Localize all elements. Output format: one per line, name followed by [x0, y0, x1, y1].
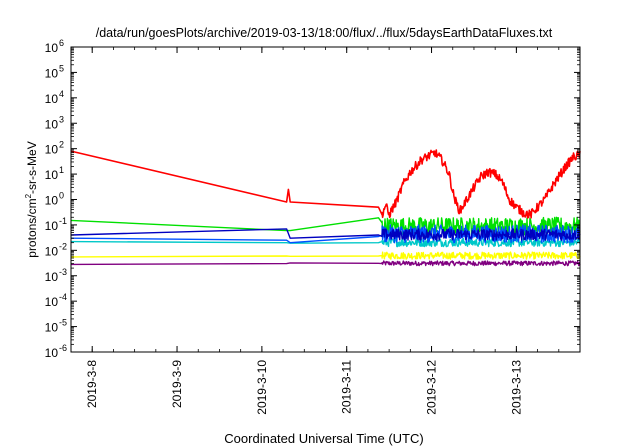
chart-title: /data/run/goesPlots/archive/2019-03-13/1… — [96, 26, 553, 40]
y-tick-label: 10 — [45, 244, 59, 258]
y-tick-exponent: -5 — [59, 318, 67, 328]
x-tick-label: 2019-3-10 — [255, 360, 269, 415]
y-tick-label: 10 — [45, 66, 59, 80]
y-tick-label: 10 — [45, 346, 59, 360]
y-axis-label-text: protons/cm2-sr-s-MeV — [24, 141, 39, 257]
y-tick-label: 10 — [45, 117, 59, 131]
plot-frame — [70, 46, 581, 353]
x-tick-label: 2019-3-12 — [425, 360, 439, 415]
x-tick-label: 2019-3-8 — [85, 360, 99, 408]
y-tick-exponent: 0 — [59, 191, 64, 201]
y-axis-label: protons/cm2-sr-s-MeV — [24, 141, 39, 257]
x-tick-label: 2019-3-9 — [170, 360, 184, 408]
y-tick-label: 10 — [45, 41, 59, 55]
y-tick-label: 10 — [45, 168, 59, 182]
series-line-1 — [70, 251, 581, 260]
series-line-0 — [70, 260, 581, 267]
series-layer — [70, 149, 581, 267]
series-line-6 — [70, 149, 581, 219]
y-tick-label: 10 — [45, 295, 59, 309]
series-line-5 — [70, 228, 581, 241]
y-tick-label: 10 — [45, 321, 59, 335]
y-tick-exponent: -2 — [59, 241, 67, 251]
y-tick-exponent: 5 — [59, 63, 64, 73]
x-tick-label: 2019-3-13 — [509, 360, 523, 415]
y-tick-exponent: -3 — [59, 267, 67, 277]
y-tick-exponent: -6 — [59, 343, 67, 353]
y-tick-exponent: 4 — [59, 89, 64, 99]
x-axis-label: Coordinated Universal Time (UTC) — [224, 431, 423, 446]
y-tick-exponent: 6 — [59, 38, 64, 48]
y-tick-exponent: 2 — [59, 140, 64, 150]
y-tick-label: 10 — [45, 194, 59, 208]
y-tick-label: 10 — [45, 270, 59, 284]
series-line-2 — [70, 237, 581, 248]
y-tick-exponent: -1 — [59, 216, 67, 226]
y-tick-label: 10 — [45, 92, 59, 106]
y-tick-label: 10 — [45, 219, 59, 233]
x-tick-label: 2019-3-11 — [340, 360, 354, 414]
y-tick-exponent: 3 — [59, 114, 64, 124]
y-tick-exponent: -4 — [59, 292, 67, 302]
y-tick-label: 10 — [45, 143, 59, 157]
y-tick-exponent: 1 — [59, 165, 64, 175]
